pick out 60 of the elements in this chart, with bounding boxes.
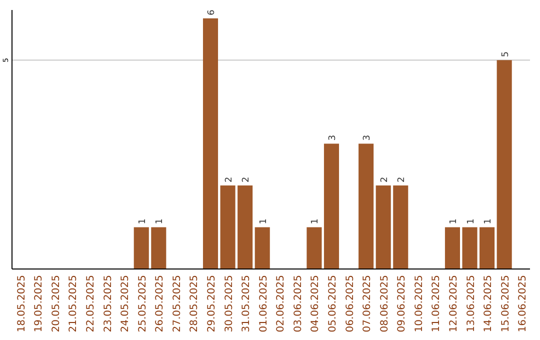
x-tick-label: 16.06.2025 [518,275,529,332]
x-tick-label: 27.05.2025 [172,275,183,332]
x-tick-label: 31.05.2025 [241,275,252,332]
data-label: 1 [310,218,321,224]
bar [376,185,391,269]
x-tick-label: 26.05.2025 [154,275,166,332]
bar [202,18,218,269]
x-tick-label: 08.06.2025 [379,275,390,332]
data-label: 1 [155,218,166,224]
data-label: 2 [397,176,408,182]
x-tick-label: 06.06.2025 [344,275,356,332]
x-tick-label: 01.06.2025 [258,275,270,332]
x-tick-label: 02.06.2025 [276,275,287,332]
bar [358,144,374,269]
x-tick-label: 03.06.2025 [292,275,304,332]
bar [444,227,460,269]
x-tick-label: 30.05.2025 [224,275,235,332]
x-tick-label: 10.06.2025 [414,275,425,332]
data-label: 1 [466,218,476,224]
data-label: 3 [328,134,338,141]
bar [134,227,149,269]
x-tick-label: 14.06.2025 [483,275,494,332]
bar [480,227,495,269]
x-tick-label: 29.05.2025 [206,275,218,332]
x-tick-label: 28.05.2025 [189,275,200,332]
x-tick-label: 22.05.2025 [86,275,97,332]
data-label: 2 [242,176,252,182]
x-tick-label: 09.06.2025 [396,275,408,332]
data-label: 1 [448,218,459,224]
x-tick-label: 20.05.2025 [50,275,62,332]
x-tick-label: 19.05.2025 [34,275,45,332]
data-label: 1 [258,218,269,224]
x-tick-label: 21.05.2025 [68,275,80,332]
x-tick-label: 05.06.2025 [327,275,338,332]
x-tick-label: 07.06.2025 [362,275,374,332]
bar [220,185,236,269]
bar [462,227,478,269]
data-label: 5 [500,51,511,58]
data-label: 2 [380,176,390,182]
x-tick-label: 25.05.2025 [137,275,148,332]
data-label: 6 [207,9,218,16]
data-label: 1 [138,218,148,224]
bar [238,185,253,269]
bar [151,227,166,269]
x-tick-label: 11.06.2025 [431,275,442,332]
x-tick-label: 23.05.2025 [102,275,114,332]
data-label: 3 [362,134,373,141]
x-tick-label: 15.06.2025 [500,275,512,332]
data-label: 1 [484,218,494,224]
bar [324,144,340,269]
x-tick-label: 12.06.2025 [448,275,460,332]
x-tick-label: 18.05.2025 [16,275,28,332]
bar [306,227,322,269]
bar [254,227,270,269]
data-label: 2 [224,176,234,182]
bar [393,185,408,269]
bar [496,60,512,269]
x-tick-label: 04.06.2025 [310,275,322,332]
x-tick-label: 24.05.2025 [120,275,132,332]
x-tick-label: 13.06.2025 [466,275,477,332]
